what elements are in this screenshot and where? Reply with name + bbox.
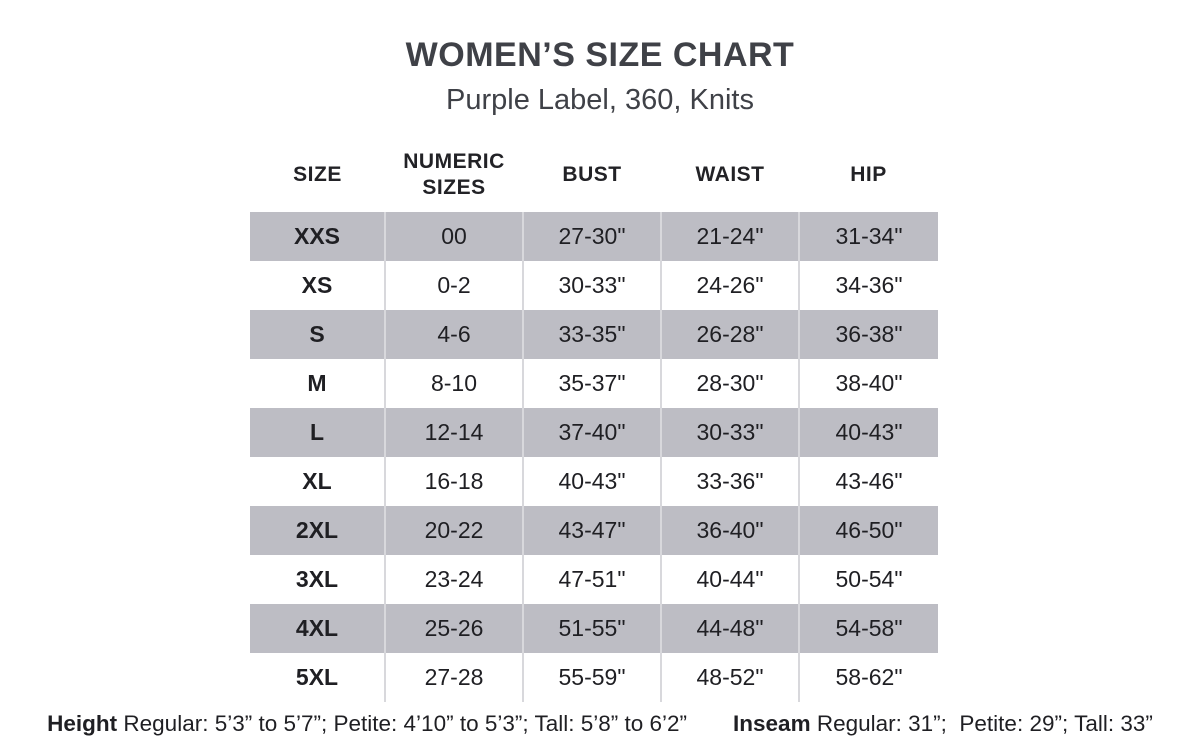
- measurement-cell: 40-43": [798, 408, 938, 458]
- measurement-cell: 30-33": [522, 261, 661, 311]
- measurement-cell: 51-55": [522, 604, 661, 654]
- measurement-cell: 25-26: [384, 604, 523, 654]
- size-label-cell: M: [307, 370, 327, 397]
- size-label-cell: 3XL: [295, 566, 339, 593]
- measurement-cell: 16-18: [384, 457, 523, 507]
- table-row: 2XL 20-22 43-47" 36-40" 46-50": [250, 506, 938, 556]
- measurement-cell: 44-48": [660, 604, 799, 654]
- size-label-cell: XXS: [293, 223, 341, 250]
- measurement-cell: 34-36": [798, 261, 938, 311]
- measurement-cell: 37-40": [522, 408, 661, 458]
- table-row: XL 16-18 40-43" 33-36" 43-46": [250, 457, 938, 507]
- size-table-body: XXS 00 27-30" 21-24" 31-34" XS 0-2 30-33" 24-26"…: [250, 212, 938, 703]
- column-header-hip: HIP: [850, 162, 887, 186]
- footnotes: Height Regular: 5’3” to 5’7”; Petite: 4’…: [0, 711, 1200, 737]
- measurement-cell: 36-40": [660, 506, 799, 556]
- measurement-cell: 21-24": [660, 212, 799, 262]
- column-header-bust: BUST: [562, 162, 622, 186]
- measurement-cell: 0-2: [384, 261, 523, 311]
- measurement-cell: 33-36": [660, 457, 799, 507]
- size-label-cell: 5XL: [295, 664, 339, 691]
- size-label-cell: 4XL: [295, 615, 339, 642]
- measurement-cell: 4-6: [384, 310, 523, 360]
- measurement-cell: 40-44": [660, 555, 799, 605]
- column-header-numeric-sizes: NUMERIC SIZES: [403, 149, 505, 199]
- page-title: WOMEN’S SIZE CHART: [405, 36, 795, 74]
- measurement-cell: 58-62": [798, 653, 938, 703]
- page-subtitle: Purple Label, 360, Knits: [446, 84, 754, 117]
- measurement-cell: 20-22: [384, 506, 523, 556]
- size-label-cell: XL: [302, 468, 332, 495]
- measurement-cell: 48-52": [660, 653, 799, 703]
- measurement-cell: 30-33": [660, 408, 799, 458]
- height-note-label: Height: [47, 711, 118, 737]
- measurement-cell: 35-37": [522, 359, 661, 409]
- table-row: XXS 00 27-30" 21-24" 31-34": [250, 212, 938, 262]
- measurement-cell: 24-26": [660, 261, 799, 311]
- column-header-size: SIZE: [293, 162, 342, 186]
- measurement-cell: 27-28: [384, 653, 523, 703]
- measurement-cell: 31-34": [798, 212, 938, 262]
- column-header-waist: WAIST: [695, 162, 765, 186]
- table-row: M 8-10 35-37" 28-30" 38-40": [250, 359, 938, 409]
- inseam-note-label: Inseam: [733, 711, 811, 737]
- inseam-note: Inseam Regular: 31”; Petite: 29”; Tall: …: [733, 711, 1153, 737]
- size-label-cell: S: [309, 321, 325, 348]
- measurement-cell: 36-38": [798, 310, 938, 360]
- table-row: 5XL 27-28 55-59" 48-52" 58-62": [250, 653, 938, 703]
- table-row: 4XL 25-26 51-55" 44-48" 54-58": [250, 604, 938, 654]
- inseam-note-text: Regular: 31”; Petite: 29”; Tall: 33”: [816, 711, 1153, 737]
- measurement-cell: 28-30": [660, 359, 799, 409]
- measurement-cell: 12-14: [384, 408, 523, 458]
- height-note-text: Regular: 5’3” to 5’7”; Petite: 4’10” to …: [123, 711, 688, 737]
- measurement-cell: 54-58": [798, 604, 938, 654]
- measurement-cell: 43-47": [522, 506, 661, 556]
- measurement-cell: 50-54": [798, 555, 938, 605]
- measurement-cell: 23-24: [384, 555, 523, 605]
- measurement-cell: 55-59": [522, 653, 661, 703]
- measurement-cell: 8-10: [384, 359, 523, 409]
- measurement-cell: 40-43": [522, 457, 661, 507]
- size-label-cell: L: [309, 419, 325, 446]
- table-row: XS 0-2 30-33" 24-26" 34-36": [250, 261, 938, 311]
- table-row: L 12-14 37-40" 30-33" 40-43": [250, 408, 938, 458]
- measurement-cell: 00: [384, 212, 523, 262]
- size-table: SIZE NUMERIC SIZES BUST WAIST HIP XXS 00 2…: [250, 137, 938, 703]
- height-note: Height Regular: 5’3” to 5’7”; Petite: 4’…: [47, 711, 687, 737]
- table-row: 3XL 23-24 47-51" 40-44" 50-54": [250, 555, 938, 605]
- size-label-cell: XS: [301, 272, 333, 299]
- measurement-cell: 43-46": [798, 457, 938, 507]
- measurement-cell: 38-40": [798, 359, 938, 409]
- measurement-cell: 27-30": [522, 212, 661, 262]
- measurement-cell: 46-50": [798, 506, 938, 556]
- table-header-row: SIZE NUMERIC SIZES BUST WAIST HIP: [250, 137, 938, 212]
- measurement-cell: 47-51": [522, 555, 661, 605]
- table-row: S 4-6 33-35" 26-28" 36-38": [250, 310, 938, 360]
- size-label-cell: 2XL: [295, 517, 339, 544]
- measurement-cell: 26-28": [660, 310, 799, 360]
- measurement-cell: 33-35": [522, 310, 661, 360]
